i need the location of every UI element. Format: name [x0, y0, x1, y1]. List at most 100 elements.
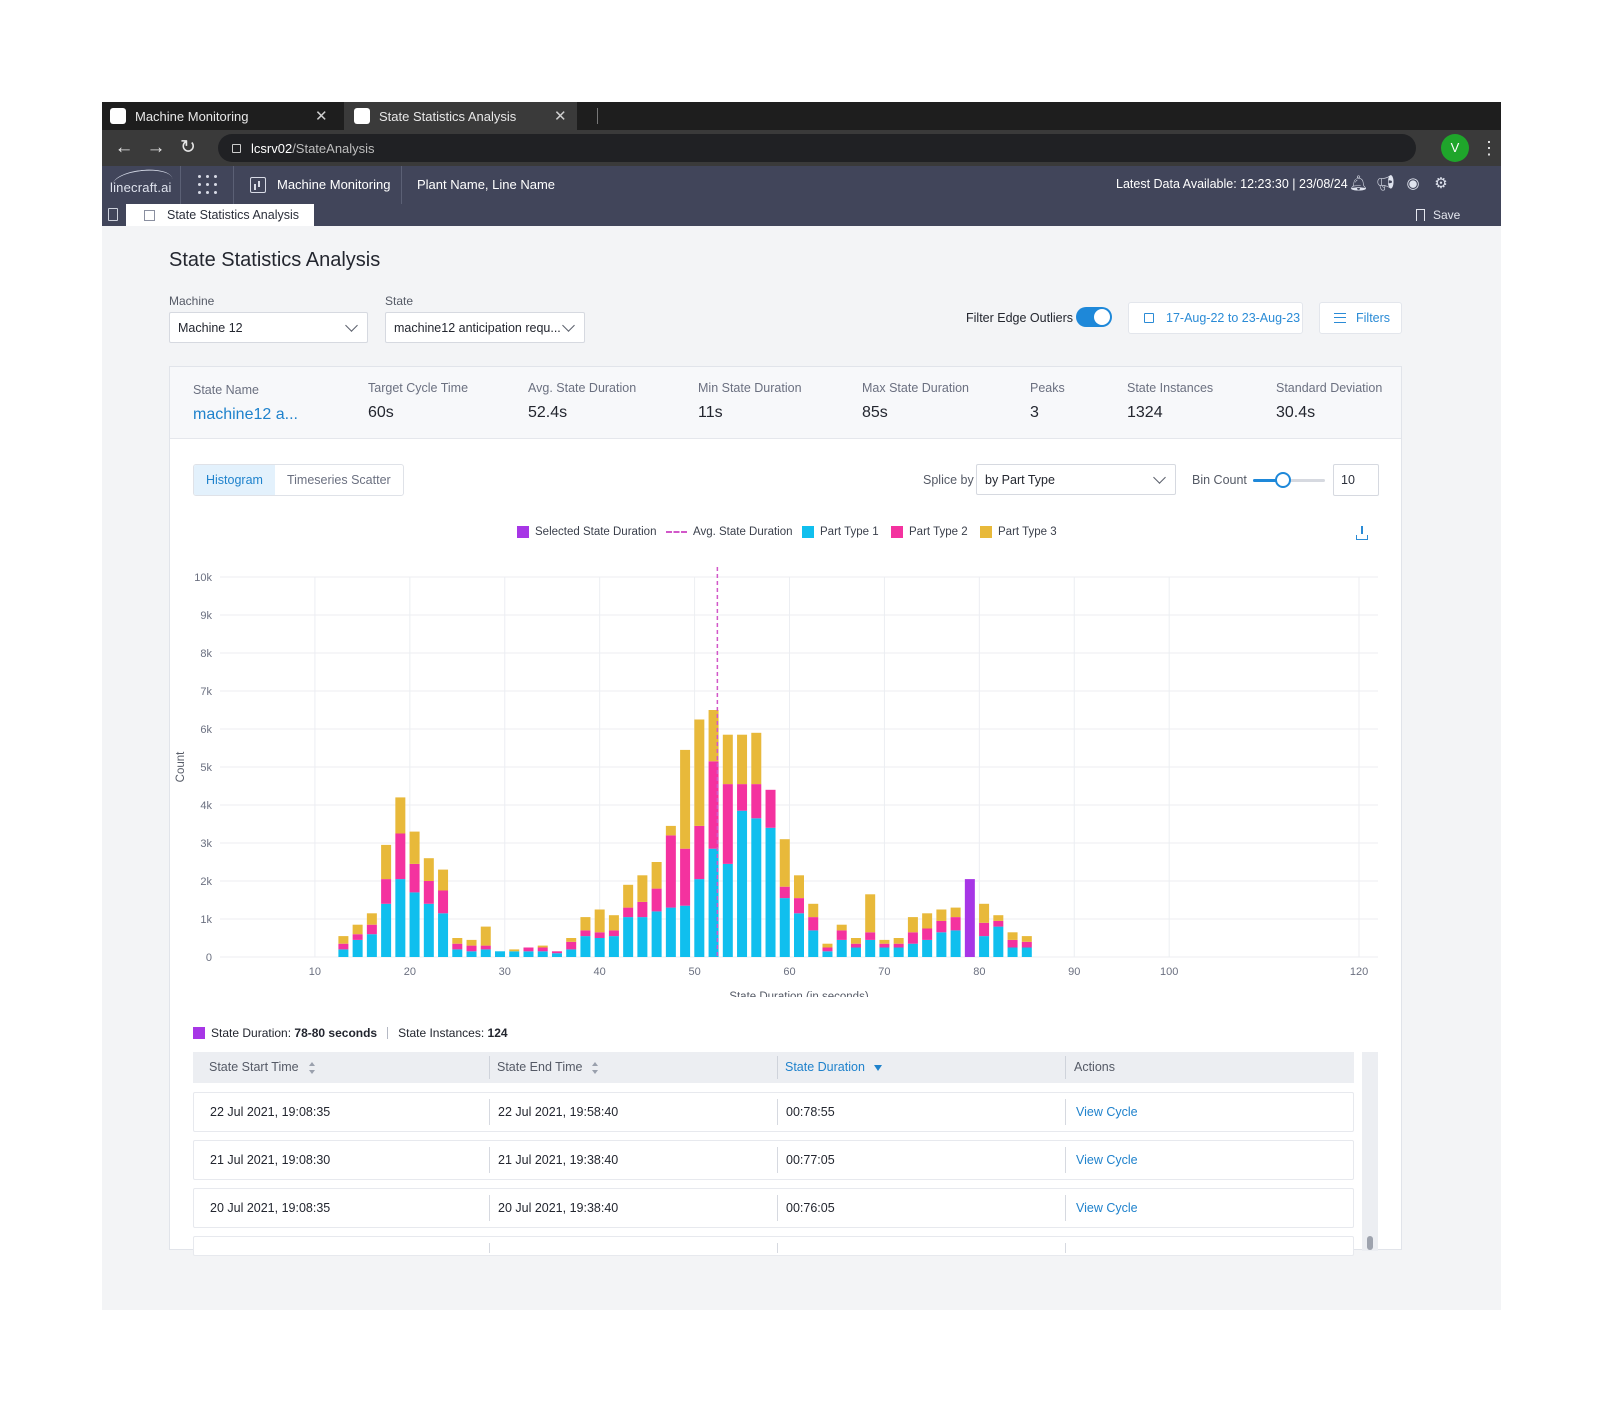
bar-part-type-3	[338, 936, 349, 944]
machine-select[interactable]: Machine 12	[169, 312, 368, 343]
selection-swatch	[193, 1027, 205, 1039]
bar-part-type-2	[979, 922, 990, 937]
bar-part-type-1	[680, 905, 691, 957]
bookmarks-icon[interactable]	[108, 208, 118, 221]
selection-range: 78-80 seconds	[294, 1026, 378, 1040]
bar-part-type-3	[822, 943, 833, 948]
table-row[interactable]: 21 Jul 2021, 19:08:30 21 Jul 2021, 19:38…	[193, 1140, 1354, 1180]
megaphone-icon[interactable]: 📢︎	[1376, 175, 1396, 192]
sort-descending-icon[interactable]	[873, 1064, 882, 1071]
column-state-duration[interactable]: State Duration	[769, 1052, 882, 1083]
bar-part-type-1	[608, 936, 619, 957]
column-state-start-time[interactable]: State Start Time	[193, 1052, 316, 1083]
app-logo[interactable]: linecraft.ai	[110, 180, 172, 195]
bar-part-type-2	[594, 932, 605, 938]
bar-part-type-1	[865, 939, 876, 957]
bar-part-type-2	[850, 943, 861, 948]
bar-part-type-1	[893, 947, 904, 957]
stat-value: 30.4s	[1276, 404, 1316, 421]
splice-by-select[interactable]: by Part Type	[976, 464, 1176, 495]
legend-part-type-2[interactable]: Part Type 2	[891, 526, 968, 538]
bar-part-type-1	[566, 949, 577, 957]
slider-thumb[interactable]	[1275, 472, 1291, 488]
bar-part-type-1	[466, 951, 477, 957]
bar-part-type-3	[423, 858, 434, 881]
stat-target-cycle-time: Target Cycle Time 60s	[368, 381, 468, 422]
module-name[interactable]: Machine Monitoring	[277, 177, 391, 192]
scrollbar-thumb[interactable]	[1367, 1236, 1373, 1250]
bar-part-type-3	[637, 875, 648, 902]
stat-value[interactable]: machine12 a...	[193, 406, 298, 423]
user-circle-icon[interactable]: ◉	[1406, 175, 1420, 192]
bar-part-type-2	[566, 941, 577, 950]
address-bar[interactable]: lcsrv02 /StateAnalysis	[218, 134, 1416, 162]
bar-part-type-3	[751, 732, 762, 785]
stat-peaks: Peaks 3	[1030, 381, 1065, 422]
y-tick-label: 10k	[194, 572, 212, 584]
browser-tab-state-statistics[interactable]: State Statistics Analysis ✕	[344, 102, 577, 130]
bar-part-type-2	[523, 947, 534, 952]
bar-part-type-2	[879, 943, 890, 948]
sort-icon[interactable]	[592, 1061, 599, 1074]
legend-selected-state-duration[interactable]: Selected State Duration	[517, 526, 656, 538]
column-label: State Duration	[785, 1060, 865, 1074]
splice-by-label: Splice by	[923, 473, 974, 487]
tab-timeseries-scatter[interactable]: Timeseries Scatter	[286, 473, 391, 487]
selection-label: State Duration:	[211, 1026, 292, 1040]
bar-part-type-1	[452, 949, 463, 957]
cell-start-time: 20 Jul 2021, 19:08:35	[210, 1201, 331, 1215]
table-row[interactable]: 22 Jul 2021, 19:08:35 22 Jul 2021, 19:58…	[193, 1092, 1354, 1132]
filter-edge-outliers-toggle[interactable]	[1076, 307, 1112, 327]
bar-part-type-2	[623, 907, 634, 918]
bar-part-type-2	[950, 917, 961, 931]
legend-swatch	[891, 526, 903, 538]
view-cycle-link[interactable]: View Cycle	[1076, 1153, 1138, 1167]
tab-histogram[interactable]: Histogram	[194, 465, 275, 495]
bar-part-type-3	[651, 862, 662, 889]
filters-button[interactable]: Filters	[1319, 302, 1402, 334]
gear-icon[interactable]: ⚙	[1434, 175, 1448, 192]
legend-part-type-1[interactable]: Part Type 1	[802, 526, 879, 538]
legend-part-type-3[interactable]: Part Type 3	[980, 526, 1057, 538]
bar-part-type-3	[950, 907, 961, 918]
back-arrow-icon[interactable]: ←	[114, 137, 134, 158]
browser-tab-machine-monitoring[interactable]: Machine Monitoring ✕	[110, 102, 335, 130]
column-state-end-time[interactable]: State End Time	[481, 1052, 599, 1083]
toggle-knob	[1094, 309, 1110, 325]
forward-arrow-icon[interactable]: →	[146, 137, 166, 158]
bin-count-input[interactable]: 10	[1333, 464, 1379, 496]
table-row[interactable]	[193, 1236, 1354, 1256]
state-select[interactable]: machine12 anticipation requ...	[385, 312, 585, 343]
bar-part-type-3	[737, 734, 748, 785]
column-divider	[1065, 1056, 1066, 1079]
close-tab-icon[interactable]: ✕	[554, 108, 567, 125]
app-launcher-icon[interactable]	[198, 175, 218, 195]
view-cycle-link[interactable]: View Cycle	[1076, 1105, 1138, 1119]
bell-icon[interactable]: 🔔︎	[1349, 175, 1369, 192]
cell-divider	[489, 1099, 490, 1125]
reload-icon[interactable]: ↻	[180, 137, 196, 158]
cell-start-time: 22 Jul 2021, 19:08:35	[210, 1105, 331, 1119]
table-row[interactable]: 20 Jul 2021, 19:08:35 20 Jul 2021, 19:38…	[193, 1188, 1354, 1228]
view-cycle-link[interactable]: View Cycle	[1076, 1201, 1138, 1215]
save-button[interactable]: Save	[1416, 208, 1460, 222]
tab-state-statistics-analysis[interactable]: State Statistics Analysis	[126, 204, 314, 226]
close-tab-icon[interactable]: ✕	[315, 108, 328, 125]
sort-icon[interactable]	[308, 1061, 316, 1074]
bar-part-type-1	[1021, 947, 1032, 957]
stat-label: State Instances	[1127, 381, 1214, 395]
bin-count-slider[interactable]	[1253, 472, 1325, 488]
legend-label: Avg. State Duration	[693, 526, 793, 538]
table-scrollbar[interactable]	[1362, 1052, 1378, 1251]
stat-value: 60s	[368, 404, 394, 421]
browser-menu-icon[interactable]: ⋮	[1480, 138, 1498, 158]
download-icon[interactable]	[1355, 526, 1369, 540]
date-range-picker[interactable]: 17-Aug-22 to 23-Aug-23	[1128, 302, 1303, 334]
cell-end-time: 21 Jul 2021, 19:38:40	[498, 1153, 619, 1167]
legend-avg-state-duration[interactable]: Avg. State Duration	[666, 526, 793, 538]
profile-avatar[interactable]: V	[1441, 134, 1469, 162]
stat-label: Min State Duration	[698, 381, 802, 395]
bar-part-type-2	[993, 920, 1004, 927]
plant-line-name[interactable]: Plant Name, Line Name	[417, 177, 556, 192]
bar-part-type-3	[907, 917, 918, 933]
